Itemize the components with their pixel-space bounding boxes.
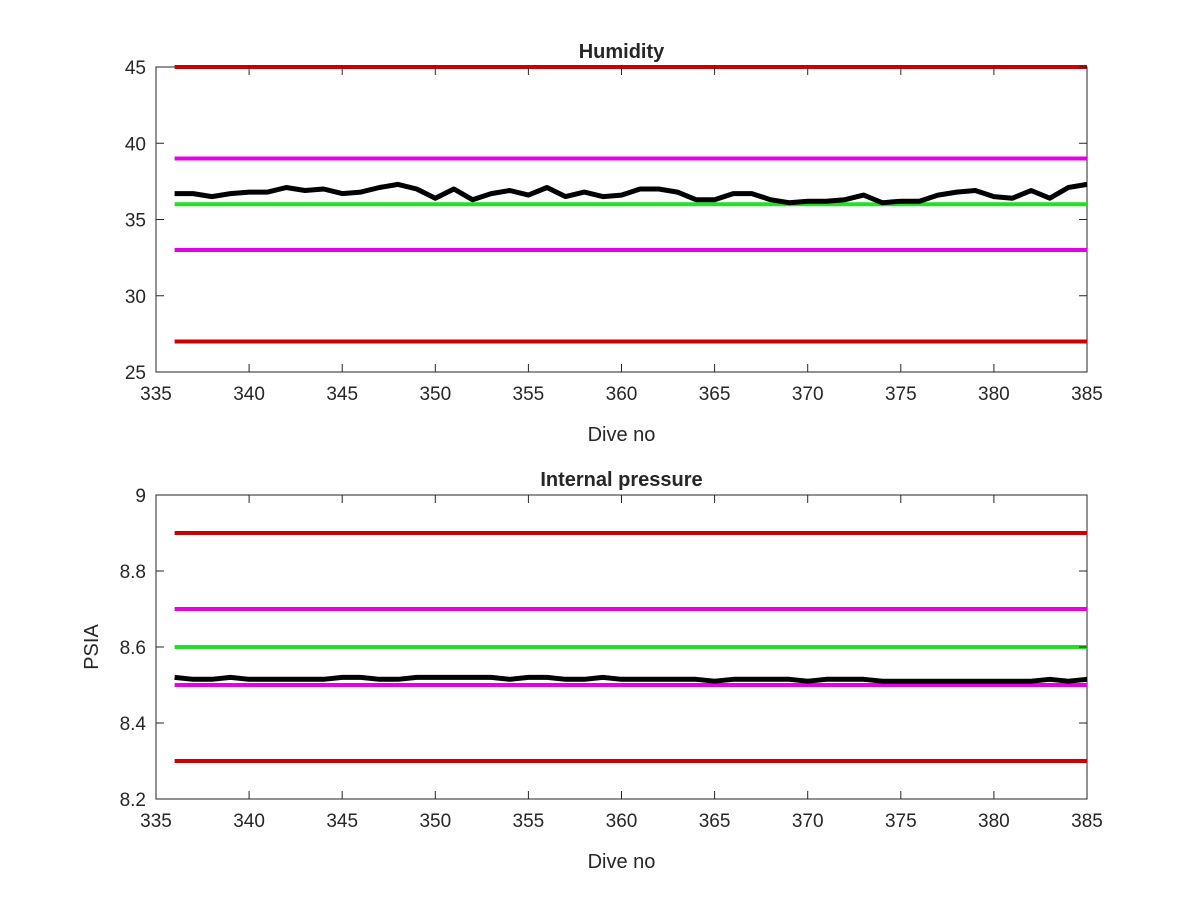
y-tick-label: 8.6 bbox=[120, 638, 146, 659]
x-axis-label: Dive no bbox=[588, 424, 656, 446]
internal-pressure-plot: 335 340 345 350 355 360 365 370 375 380 385 8.2 8.4 8… bbox=[81, 469, 1103, 873]
x-tick-label: 335 bbox=[140, 811, 172, 832]
humidity-plot: 335 340 345 350 355 360 365 370 375 380 385 25 30 35 4… bbox=[125, 41, 1103, 446]
x-tick-label: 385 bbox=[1071, 811, 1103, 832]
y-tick-label: 25 bbox=[125, 363, 146, 384]
y-tick-label: 8.2 bbox=[120, 790, 146, 811]
plot-title: Humidity bbox=[579, 41, 665, 63]
y-tick-label: 45 bbox=[125, 58, 146, 79]
x-tick-label: 360 bbox=[606, 384, 638, 405]
x-tick-label: 380 bbox=[978, 811, 1010, 832]
y-axis-label: PSIA bbox=[81, 624, 103, 670]
y-tick-label: 30 bbox=[125, 287, 146, 308]
x-tick-label: 370 bbox=[792, 811, 824, 832]
y-tick-label: 8.4 bbox=[120, 714, 147, 735]
x-tick-label: 375 bbox=[885, 811, 917, 832]
x-axis-label: Dive no bbox=[588, 851, 656, 873]
y-tick-label: 35 bbox=[125, 211, 146, 232]
x-tick-label: 380 bbox=[978, 384, 1010, 405]
x-tick-label: 350 bbox=[419, 811, 451, 832]
x-tick-label: 345 bbox=[326, 384, 358, 405]
x-tick-label: 375 bbox=[885, 384, 917, 405]
x-tick-label: 370 bbox=[792, 384, 824, 405]
x-tick-label: 350 bbox=[419, 384, 451, 405]
series-line bbox=[174, 181, 1088, 206]
y-tick-label: 40 bbox=[125, 134, 146, 155]
y-tick-label: 9 bbox=[135, 486, 146, 507]
x-tick-label: 340 bbox=[233, 384, 265, 405]
x-tick-label: 360 bbox=[606, 811, 638, 832]
x-tick-label: 385 bbox=[1071, 384, 1103, 405]
x-tick-label: 345 bbox=[326, 811, 358, 832]
x-tick-label: 355 bbox=[513, 384, 545, 405]
x-tick-label: 335 bbox=[140, 384, 172, 405]
x-tick-label: 355 bbox=[513, 811, 545, 832]
x-tick-label: 365 bbox=[699, 384, 731, 405]
x-tick-label: 365 bbox=[699, 811, 731, 832]
x-tick-label: 340 bbox=[233, 811, 265, 832]
plot-area bbox=[155, 66, 1088, 373]
y-tick-label: 8.8 bbox=[120, 562, 146, 583]
plot-title: Internal pressure bbox=[540, 469, 702, 491]
series-line bbox=[174, 674, 1088, 684]
